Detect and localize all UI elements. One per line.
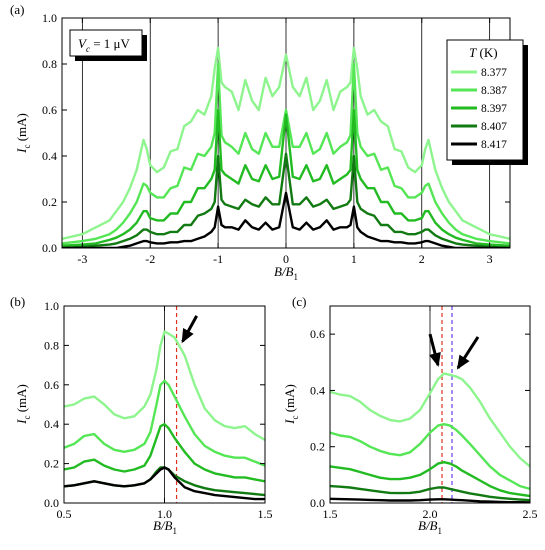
y-tick-label: 0.0 xyxy=(44,496,59,510)
y-tick-label: 0.6 xyxy=(44,378,59,392)
annotation-box xyxy=(69,29,143,57)
x-tick-label: 2 xyxy=(419,252,425,266)
y-axis-label: Ic (mA) xyxy=(282,384,300,425)
annotation-arrow-head xyxy=(181,328,194,344)
y-axis-label-main: I xyxy=(14,419,29,425)
y-tick-label: 0.2 xyxy=(42,195,57,209)
y-tick-label: 0.2 xyxy=(310,440,325,454)
series-line-8.387 xyxy=(330,423,530,491)
series-line-8.387 xyxy=(64,379,265,467)
legend-entry-label: 8.417 xyxy=(481,139,507,151)
x-tick-label: 1.5 xyxy=(323,507,338,521)
legend-title: T (K) xyxy=(469,45,498,60)
x-axis-label-main: B/B xyxy=(274,264,294,279)
panel-label: (c) xyxy=(292,294,306,309)
series-line-8.377 xyxy=(330,372,530,468)
y-tick-label: 0.4 xyxy=(44,417,59,431)
annotation-arrow-head xyxy=(429,351,441,368)
y-axis-label-main: I xyxy=(282,419,297,425)
y-tick-label: 0.2 xyxy=(44,457,59,471)
y-tick-label: 1.0 xyxy=(42,11,57,25)
series-line-8.397 xyxy=(64,423,265,483)
y-tick-label: 0.0 xyxy=(42,241,57,255)
x-tick-label: 3 xyxy=(487,252,493,266)
voltage-annotation: Vc = 1 μV xyxy=(78,36,131,54)
legend-entry-label: 8.397 xyxy=(481,103,507,115)
legend-entry-label: 8.407 xyxy=(481,121,507,133)
x-axis-label-sub: 1 xyxy=(294,272,299,282)
y-tick-label: 0.4 xyxy=(42,149,57,163)
y-tick-label: 1.0 xyxy=(44,299,59,313)
series-line-8.407 xyxy=(330,484,530,502)
legend-box xyxy=(446,39,524,161)
legend-title-unit: (K) xyxy=(476,45,497,60)
series-group xyxy=(62,46,510,248)
x-axis-label-sub: 1 xyxy=(173,526,178,536)
series-line-8.417 xyxy=(64,466,265,501)
legend-entry-label: 8.377 xyxy=(481,67,507,79)
voltage-annotation-value: = 1 μV xyxy=(90,36,131,51)
x-axis-label: B/B1 xyxy=(418,518,442,536)
y-tick-label: 0.6 xyxy=(310,327,325,341)
y-axis-label-unit: (mA) xyxy=(14,384,29,415)
x-tick-label: 1.5 xyxy=(258,507,273,521)
y-tick-label: 0.0 xyxy=(310,496,325,510)
x-axis-label-main: B/B xyxy=(153,518,173,533)
panel-c: (c) 1.5 2.0 2.5 0.0 0.2 0.4 0.6 B/B1 Ic (mA) xyxy=(282,294,538,536)
y-axis-label: Ic (mA) xyxy=(14,384,32,425)
series-line-8.407 xyxy=(62,152,510,248)
panel-label: (a) xyxy=(10,2,24,17)
y-axis-label-unit: (mA) xyxy=(282,384,297,415)
x-axis-label-main: B/B xyxy=(418,518,438,533)
x-tick-label: -3 xyxy=(77,252,87,266)
x-axis-label-sub: 1 xyxy=(438,526,443,536)
x-axis-label: B/B1 xyxy=(274,264,298,282)
x-tick-label: 0.5 xyxy=(57,507,72,521)
x-tick-label: -2 xyxy=(145,252,155,266)
y-axis-label-sub: c xyxy=(22,145,32,149)
series-line-8.377 xyxy=(64,330,265,442)
series-line-8.377 xyxy=(62,46,510,240)
legend-entry-label: 8.387 xyxy=(481,85,507,97)
y-axis-label-sub: c xyxy=(22,416,32,420)
series-line-8.387 xyxy=(62,62,510,245)
y-tick-label: 0.4 xyxy=(310,383,325,397)
x-tick-label: 2.5 xyxy=(523,507,538,521)
y-axis-label: Ic (mA) xyxy=(14,113,32,154)
annotation-arrow-head xyxy=(456,354,470,370)
voltage-annotation-symbol: V xyxy=(78,36,88,51)
voltage-annotation-sub: c xyxy=(86,44,90,54)
series-group xyxy=(64,330,265,501)
x-tick-label: 1 xyxy=(351,252,357,266)
panel-label: (b) xyxy=(10,294,25,309)
x-axis-label: B/B1 xyxy=(153,518,177,536)
y-tick-label: 0.6 xyxy=(42,103,57,117)
y-axis-label-main: I xyxy=(14,148,29,154)
y-tick-label: 0.8 xyxy=(44,338,59,352)
series-line-8.397 xyxy=(62,108,510,247)
x-tick-label: 2.0 xyxy=(423,507,438,521)
legend-title-symbol: T xyxy=(469,45,477,60)
x-tick-label: -1 xyxy=(213,252,223,266)
x-tick-label: 1.0 xyxy=(157,507,172,521)
y-axis-label-unit: (mA) xyxy=(14,113,29,144)
series-group xyxy=(330,372,530,503)
series-line-8.417 xyxy=(62,191,510,248)
y-axis-label-sub: c xyxy=(290,416,300,420)
series-line-8.397 xyxy=(330,461,530,498)
x-tick-label: 0 xyxy=(283,252,289,266)
y-tick-label: 0.8 xyxy=(42,57,57,71)
series-line-8.417 xyxy=(330,497,530,503)
